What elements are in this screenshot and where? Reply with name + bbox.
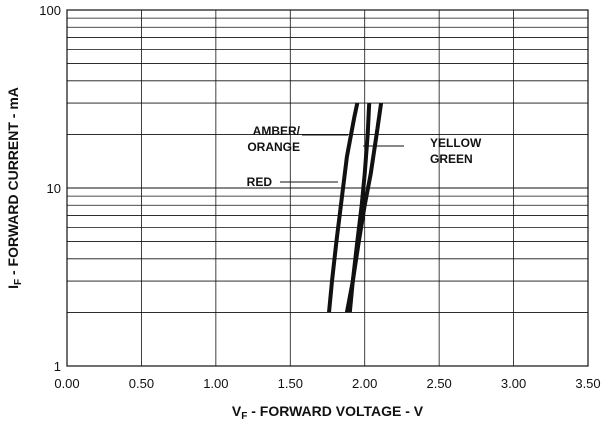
series-lines xyxy=(327,102,384,313)
x-axis-title-rest: - FORWARD VOLTAGE - V xyxy=(247,403,423,419)
annotation-amber-orange: AMBER/ORANGE xyxy=(247,124,348,154)
x-tick-label: 3.00 xyxy=(501,376,526,391)
tick-labels: 0.00 0.50 1.00 1.50 2.00 2.50 3.00 3.50 1 10 100 xyxy=(39,3,600,391)
x-tick-label: 0.00 xyxy=(54,376,79,391)
x-axis-title-sub: F xyxy=(241,411,247,422)
y-axis-title-main: I xyxy=(5,285,21,289)
annotation-label: ORANGE xyxy=(247,140,300,154)
x-tick-label: 1.50 xyxy=(278,376,303,391)
x-axis-title: VF - FORWARD VOLTAGE - V xyxy=(232,403,424,422)
x-tick-label: 2.00 xyxy=(352,376,377,391)
annotation-yellow-green: YELLOW GREEN xyxy=(363,136,482,166)
y-axis-title-rest: - FORWARD CURRENT - mA xyxy=(5,87,21,279)
y-tick-label: 1 xyxy=(54,359,61,374)
annotations: AMBER/ORANGE RED YELLOW GREEN xyxy=(247,124,482,189)
annotation-label: GREEN xyxy=(430,152,473,166)
x-axis-title-main: V xyxy=(232,403,242,419)
series-line-yellow-green xyxy=(347,102,384,313)
plot-frame xyxy=(66,9,589,367)
annotation-label: RED xyxy=(247,175,273,189)
annotation-label: YELLOW xyxy=(430,136,482,150)
annotation-label: AMBER/ xyxy=(253,124,301,138)
x-tick-label: 0.50 xyxy=(129,376,154,391)
annotation-red: RED xyxy=(247,175,338,189)
y-axis-title: IF - FORWARD CURRENT - mA xyxy=(5,87,24,289)
series-line-red xyxy=(327,102,360,313)
y-axis-title-sub: F xyxy=(13,279,24,285)
grid-lines xyxy=(66,10,589,367)
x-tick-label: 3.50 xyxy=(575,376,600,391)
y-tick-label: 100 xyxy=(39,3,61,18)
x-tick-label: 1.00 xyxy=(203,376,228,391)
x-tick-label: 2.50 xyxy=(426,376,451,391)
y-tick-label: 10 xyxy=(47,181,61,196)
